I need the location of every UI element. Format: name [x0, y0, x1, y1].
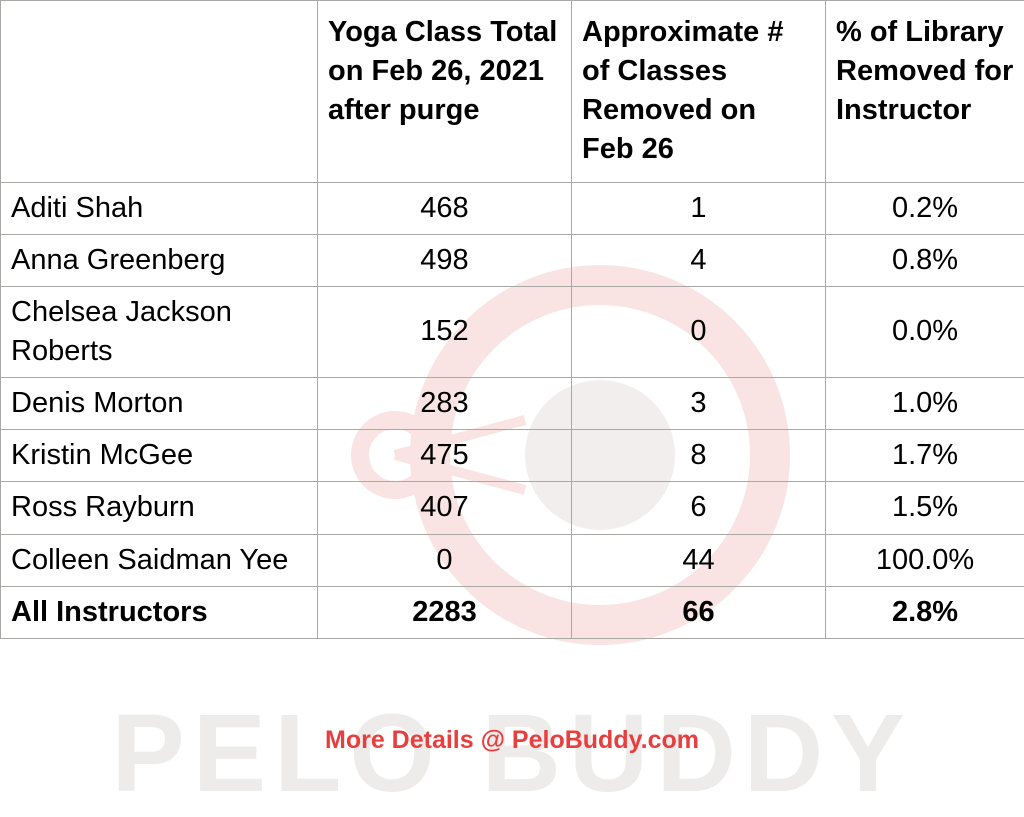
cell-removed: 66 — [572, 586, 826, 638]
cell-pct: 0.0% — [826, 286, 1024, 377]
cell-total: 2283 — [318, 586, 572, 638]
col-header-blank — [1, 1, 318, 183]
cell-pct: 0.2% — [826, 182, 1024, 234]
cell-name: Aditi Shah — [1, 182, 318, 234]
cell-name: All Instructors — [1, 586, 318, 638]
cell-name: Colleen Saidman Yee — [1, 534, 318, 586]
cell-pct: 1.0% — [826, 378, 1024, 430]
cell-removed: 44 — [572, 534, 826, 586]
col-header-pct: % of Library Removed for Instructor — [826, 1, 1024, 183]
table-total-row: All Instructors 2283 66 2.8% — [1, 586, 1024, 638]
cell-name: Anna Greenberg — [1, 234, 318, 286]
cell-pct: 2.8% — [826, 586, 1024, 638]
table-row: Anna Greenberg 498 4 0.8% — [1, 234, 1024, 286]
cell-pct: 100.0% — [826, 534, 1024, 586]
cell-total: 0 — [318, 534, 572, 586]
cell-name: Chelsea Jackson Roberts — [1, 286, 318, 377]
footer-link: More Details @ PeloBuddy.com — [325, 726, 699, 755]
table-row: Ross Rayburn 407 6 1.5% — [1, 482, 1024, 534]
table-row: Colleen Saidman Yee 0 44 100.0% — [1, 534, 1024, 586]
cell-removed: 0 — [572, 286, 826, 377]
col-header-total: Yoga Class Total on Feb 26, 2021 after p… — [318, 1, 572, 183]
cell-name: Kristin McGee — [1, 430, 318, 482]
table-row: Aditi Shah 468 1 0.2% — [1, 182, 1024, 234]
data-table: Yoga Class Total on Feb 26, 2021 after p… — [0, 0, 1024, 639]
cell-name: Denis Morton — [1, 378, 318, 430]
cell-removed: 1 — [572, 182, 826, 234]
table-row: Denis Morton 283 3 1.0% — [1, 378, 1024, 430]
cell-total: 283 — [318, 378, 572, 430]
table-row: Kristin McGee 475 8 1.7% — [1, 430, 1024, 482]
cell-removed: 6 — [572, 482, 826, 534]
cell-removed: 8 — [572, 430, 826, 482]
cell-name: Ross Rayburn — [1, 482, 318, 534]
cell-removed: 3 — [572, 378, 826, 430]
cell-total: 407 — [318, 482, 572, 534]
cell-total: 152 — [318, 286, 572, 377]
cell-total: 468 — [318, 182, 572, 234]
col-header-removed: Approximate # of Classes Removed on Feb … — [572, 1, 826, 183]
cell-total: 475 — [318, 430, 572, 482]
cell-removed: 4 — [572, 234, 826, 286]
cell-pct: 0.8% — [826, 234, 1024, 286]
cell-pct: 1.7% — [826, 430, 1024, 482]
table-header-row: Yoga Class Total on Feb 26, 2021 after p… — [1, 1, 1024, 183]
cell-total: 498 — [318, 234, 572, 286]
table-row: Chelsea Jackson Roberts 152 0 0.0% — [1, 286, 1024, 377]
cell-pct: 1.5% — [826, 482, 1024, 534]
